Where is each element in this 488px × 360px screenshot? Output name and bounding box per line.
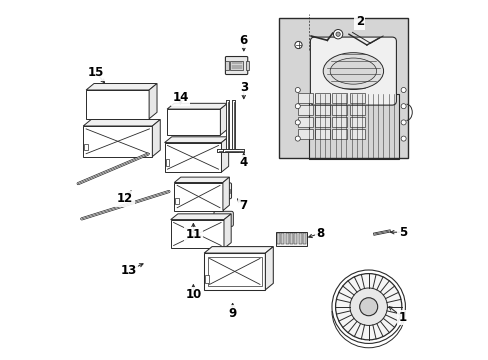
Circle shape xyxy=(295,136,300,141)
Polygon shape xyxy=(265,247,273,290)
Circle shape xyxy=(349,288,386,325)
Text: 14: 14 xyxy=(172,91,188,104)
Circle shape xyxy=(331,270,405,343)
Bar xyxy=(297,117,312,127)
Bar xyxy=(294,233,297,244)
Circle shape xyxy=(295,120,300,125)
Polygon shape xyxy=(167,103,227,109)
Circle shape xyxy=(295,87,300,93)
Bar xyxy=(314,93,329,103)
Polygon shape xyxy=(174,183,223,211)
Bar xyxy=(349,105,364,115)
Circle shape xyxy=(335,274,401,340)
Polygon shape xyxy=(220,103,227,135)
FancyBboxPatch shape xyxy=(310,37,396,105)
Text: 4: 4 xyxy=(239,156,247,169)
Circle shape xyxy=(295,104,300,109)
Bar xyxy=(227,189,230,193)
Polygon shape xyxy=(86,84,157,90)
Text: 15: 15 xyxy=(88,66,104,79)
Bar xyxy=(230,61,243,70)
Text: 10: 10 xyxy=(185,288,201,301)
Bar xyxy=(281,233,284,244)
Text: 13: 13 xyxy=(120,264,137,277)
Bar xyxy=(276,232,306,246)
Polygon shape xyxy=(86,90,149,119)
Circle shape xyxy=(400,136,406,141)
Bar xyxy=(285,233,288,244)
Circle shape xyxy=(359,298,377,316)
Text: 5: 5 xyxy=(398,226,406,239)
Polygon shape xyxy=(164,143,221,172)
Text: 1: 1 xyxy=(398,311,406,324)
Circle shape xyxy=(220,215,227,222)
FancyBboxPatch shape xyxy=(213,211,233,226)
Bar xyxy=(309,94,399,159)
Circle shape xyxy=(400,104,406,109)
Circle shape xyxy=(400,87,406,93)
Bar xyxy=(332,117,347,127)
Bar xyxy=(297,93,312,103)
Bar xyxy=(332,129,347,139)
Text: 11: 11 xyxy=(185,228,201,241)
Text: 9: 9 xyxy=(228,307,236,320)
Polygon shape xyxy=(221,137,228,172)
Polygon shape xyxy=(83,126,152,157)
Polygon shape xyxy=(83,120,160,126)
Circle shape xyxy=(294,41,302,49)
Bar xyxy=(298,233,301,244)
Ellipse shape xyxy=(323,53,383,90)
Bar xyxy=(314,129,329,139)
Bar xyxy=(314,117,329,127)
FancyBboxPatch shape xyxy=(212,183,231,199)
Ellipse shape xyxy=(329,58,376,84)
Text: 7: 7 xyxy=(239,199,247,212)
Text: 8: 8 xyxy=(315,227,324,240)
Polygon shape xyxy=(149,84,157,119)
Polygon shape xyxy=(170,220,224,248)
Bar xyxy=(207,257,261,286)
Bar xyxy=(303,233,305,244)
Polygon shape xyxy=(174,177,229,183)
Bar xyxy=(214,189,217,193)
Text: 6: 6 xyxy=(239,34,247,47)
Polygon shape xyxy=(170,214,231,220)
Bar xyxy=(245,61,249,70)
Circle shape xyxy=(335,32,340,36)
Polygon shape xyxy=(167,109,220,135)
Bar xyxy=(349,129,364,139)
FancyBboxPatch shape xyxy=(225,57,247,75)
Bar xyxy=(175,198,179,204)
Bar xyxy=(349,93,364,103)
Bar xyxy=(332,93,347,103)
Bar xyxy=(349,117,364,127)
Circle shape xyxy=(400,120,406,125)
Bar xyxy=(278,18,407,158)
Bar xyxy=(225,61,228,70)
Circle shape xyxy=(333,30,342,39)
FancyBboxPatch shape xyxy=(217,186,227,195)
Bar xyxy=(289,233,292,244)
Bar xyxy=(314,105,329,115)
Polygon shape xyxy=(223,177,229,211)
Bar xyxy=(165,159,169,166)
Bar xyxy=(297,129,312,139)
Bar xyxy=(332,105,347,115)
Text: 3: 3 xyxy=(239,81,247,94)
Polygon shape xyxy=(204,253,265,290)
Bar xyxy=(205,275,208,283)
Text: 12: 12 xyxy=(117,192,133,205)
Polygon shape xyxy=(152,120,160,157)
Polygon shape xyxy=(164,137,228,143)
Circle shape xyxy=(222,217,225,221)
Bar xyxy=(297,105,312,115)
Bar xyxy=(84,144,88,150)
Polygon shape xyxy=(204,247,273,253)
Polygon shape xyxy=(224,214,231,248)
Text: 2: 2 xyxy=(355,15,363,28)
Bar xyxy=(276,233,279,244)
